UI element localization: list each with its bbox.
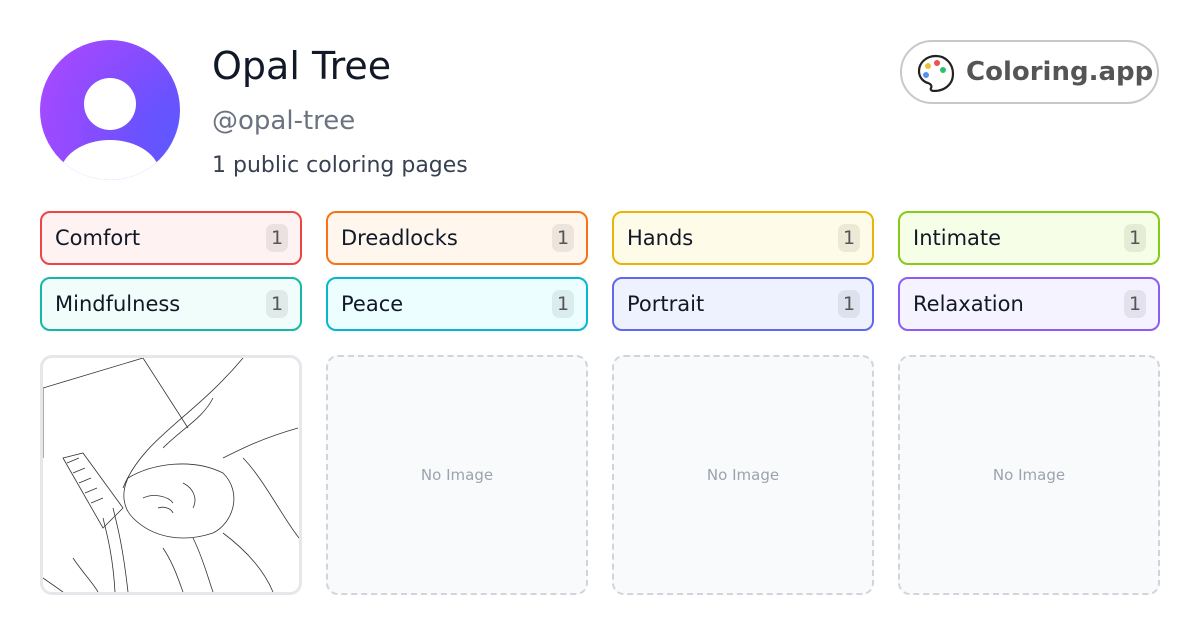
tag-intimate[interactable]: Intimate 1 xyxy=(898,211,1160,265)
tag-label: Comfort xyxy=(55,226,141,250)
profile-handle: @opal-tree xyxy=(212,106,356,136)
avatar xyxy=(40,40,180,180)
tag-label: Dreadlocks xyxy=(341,226,458,250)
no-image-text: No Image xyxy=(420,466,494,484)
coloring-page-sketch xyxy=(43,358,299,592)
tag-count: 1 xyxy=(1124,290,1146,318)
page-count: 1 public coloring pages xyxy=(212,153,468,178)
profile-name: Opal Tree xyxy=(212,44,392,88)
tag-count: 1 xyxy=(266,290,288,318)
avatar-head xyxy=(84,78,136,130)
empty-card[interactable]: No Image xyxy=(898,355,1160,595)
tag-label: Mindfulness xyxy=(55,292,181,316)
no-image-text: No Image xyxy=(706,466,780,484)
brand-badge[interactable]: Coloring.app xyxy=(900,40,1159,104)
tag-count: 1 xyxy=(552,224,574,252)
empty-card[interactable]: No Image xyxy=(612,355,874,595)
tag-label: Portrait xyxy=(627,292,705,316)
tag-count: 1 xyxy=(552,290,574,318)
tag-comfort[interactable]: Comfort 1 xyxy=(40,211,302,265)
tag-portrait[interactable]: Portrait 1 xyxy=(612,277,874,331)
tag-count: 1 xyxy=(266,224,288,252)
tag-peace[interactable]: Peace 1 xyxy=(326,277,588,331)
tag-dreadlocks[interactable]: Dreadlocks 1 xyxy=(326,211,588,265)
palette-icon xyxy=(917,54,955,92)
tag-count: 1 xyxy=(838,290,860,318)
tag-mindfulness[interactable]: Mindfulness 1 xyxy=(40,277,302,331)
tag-relaxation[interactable]: Relaxation 1 xyxy=(898,277,1160,331)
tag-count: 1 xyxy=(838,224,860,252)
avatar-body xyxy=(60,140,160,180)
no-image-text: No Image xyxy=(992,466,1066,484)
tag-count: 1 xyxy=(1124,224,1146,252)
brand-label: Coloring.app xyxy=(966,57,1154,87)
coloring-page-card[interactable] xyxy=(40,355,302,595)
tag-hands[interactable]: Hands 1 xyxy=(612,211,874,265)
tag-label: Relaxation xyxy=(913,292,1024,316)
tag-label: Peace xyxy=(341,292,404,316)
tag-label: Intimate xyxy=(913,226,1002,250)
tag-label: Hands xyxy=(627,226,694,250)
empty-card[interactable]: No Image xyxy=(326,355,588,595)
